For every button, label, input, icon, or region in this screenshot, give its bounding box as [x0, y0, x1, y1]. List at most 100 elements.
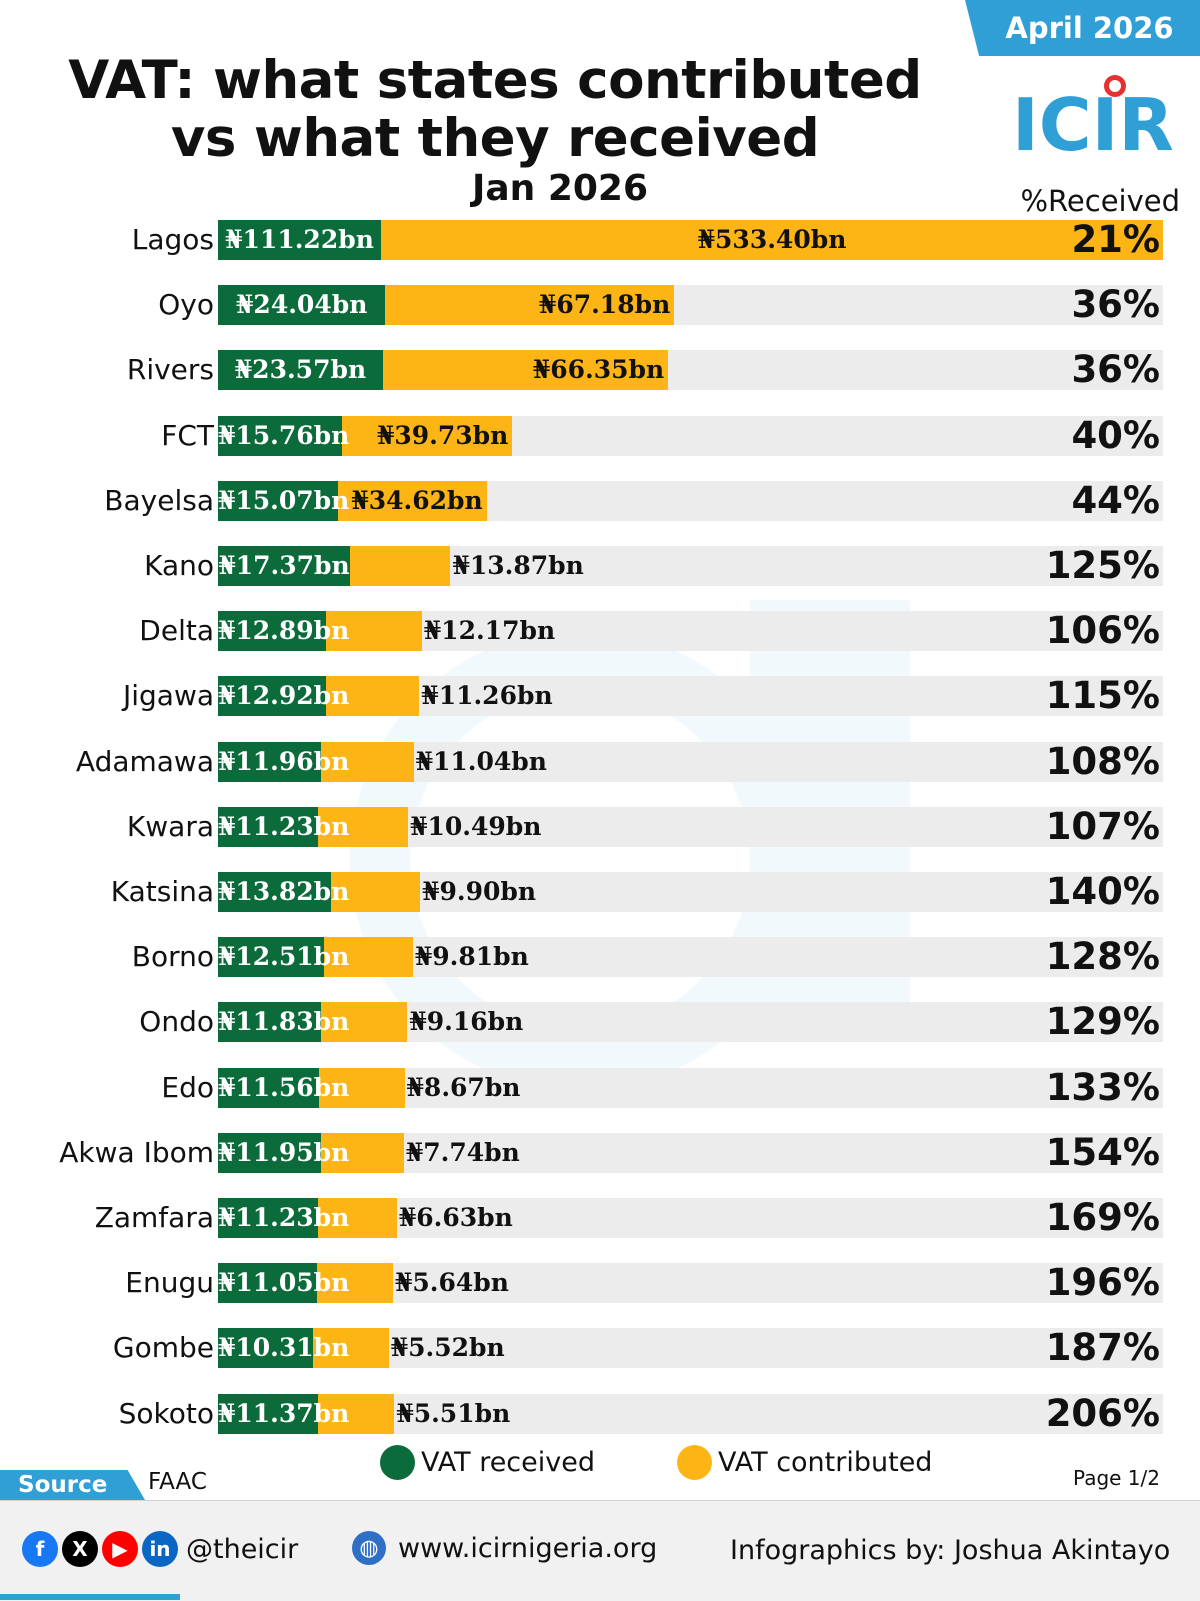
label-contributed-kano: ₦13.87bn	[452, 551, 584, 580]
state-label-jigawa: Jigawa	[122, 679, 214, 713]
bar-received-gombe	[218, 1328, 313, 1369]
state-label-oyo: Oyo	[158, 288, 214, 322]
bar-contributed-rivers	[382, 350, 669, 391]
bar-contributed-sokoto	[318, 1393, 395, 1434]
linkedin-icon[interactable]: in	[142, 1531, 178, 1567]
percent-received-bayelsa: 44%	[1071, 478, 1160, 522]
bar-received-oyo	[218, 285, 386, 326]
website-link[interactable]: ◍ www.icirnigeria.org	[352, 1531, 657, 1565]
bar-received-sokoto	[218, 1393, 319, 1434]
bar-received-jigawa	[218, 676, 327, 717]
bar-received-adamawa	[218, 741, 322, 782]
label-contributed-fct: ₦39.73bn	[377, 420, 509, 450]
facebook-icon[interactable]: f	[22, 1531, 58, 1567]
bar-received-lagos	[218, 220, 382, 260]
label-contributed-ondo: ₦9.16bn	[409, 1007, 524, 1037]
source-tag: Source	[0, 1470, 145, 1500]
state-label-bayelsa: Bayelsa	[104, 483, 214, 517]
social-handle[interactable]: @theicir	[186, 1533, 299, 1565]
percent-received-jigawa: 115%	[1045, 674, 1160, 718]
percent-received-adamawa: 108%	[1045, 739, 1160, 783]
bar-contributed-adamawa	[321, 741, 414, 782]
label-received-ondo: ₦11.83bn	[218, 1007, 350, 1037]
percent-received-oyo: 36%	[1071, 283, 1160, 327]
percent-received-edo: 133%	[1045, 1065, 1160, 1109]
label-received-katsina: ₦13.82bn	[218, 877, 350, 906]
bar-received-bayelsa	[218, 480, 338, 521]
page-number: Page 1/2	[1073, 1466, 1160, 1490]
bar-received-ondo	[218, 1002, 321, 1043]
label-contributed-lagos: ₦533.40bn	[697, 225, 847, 254]
bar-contributed-katsina	[331, 872, 421, 912]
bar-received-akwa-ibom	[218, 1132, 322, 1173]
infographic-credit: Infographics by: Joshua Akintayo	[730, 1535, 1171, 1566]
label-received-kano: ₦17.37bn	[218, 551, 350, 580]
label-contributed-delta: ₦12.17bn	[423, 616, 556, 646]
label-contributed-zamfara: ₦6.63bn	[398, 1203, 513, 1232]
bar-contributed-gombe	[312, 1328, 389, 1369]
bar-contributed-kwara	[317, 806, 409, 847]
youtube-icon[interactable]: ▶	[102, 1531, 138, 1567]
legend-label-contributed: VAT contributed	[718, 1446, 933, 1478]
state-label-edo: Edo	[161, 1070, 214, 1104]
label-contributed-borno: ₦9.81bn	[414, 942, 529, 972]
bar-received-delta	[218, 611, 327, 652]
x-icon[interactable]: X	[62, 1531, 98, 1567]
bar-received-fct	[218, 415, 342, 456]
label-contributed-enugu: ₦5.64bn	[395, 1268, 509, 1298]
percent-received-borno: 128%	[1045, 935, 1160, 979]
label-received-rivers: ₦23.57bn	[234, 355, 367, 385]
bar-contributed-zamfara	[317, 1198, 397, 1238]
chart-title: VAT: what states contributed vs what the…	[68, 50, 922, 169]
label-contributed-oyo: ₦67.18bn	[538, 290, 671, 320]
bar-contributed-jigawa	[326, 676, 420, 717]
bar-received-edo	[218, 1067, 320, 1108]
percent-received-kwara: 107%	[1045, 804, 1160, 848]
label-contributed-akwa-ibom: ₦7.74bn	[405, 1137, 520, 1167]
bar-contributed-lagos	[381, 220, 1163, 260]
label-contributed-kwara: ₦10.49bn	[410, 811, 542, 841]
bar-received-zamfara	[218, 1198, 318, 1238]
percent-received-katsina: 140%	[1045, 870, 1160, 913]
bar-contributed-ondo	[320, 1002, 408, 1043]
label-contributed-edo: ₦8.67bn	[406, 1072, 521, 1102]
state-label-rivers: Rivers	[126, 353, 214, 387]
bar-received-kano	[218, 546, 351, 586]
bar-contributed-fct	[341, 415, 513, 456]
footer: f X ▶ in @theicir ◍ www.icirnigeria.org …	[0, 1500, 1200, 1601]
bar-received-katsina	[218, 872, 332, 912]
label-contributed-jigawa: ₦11.26bn	[421, 681, 553, 711]
bar-contributed-akwa-ibom	[321, 1132, 404, 1173]
bar-contributed-edo	[319, 1067, 405, 1108]
label-contributed-adamawa: ₦11.04bn	[415, 746, 547, 776]
label-contributed-rivers: ₦66.35bn	[532, 355, 665, 385]
percent-received-ondo: 129%	[1045, 1000, 1160, 1044]
state-label-akwa-ibom: Akwa Ibom	[59, 1135, 214, 1169]
source-value: FAAC	[148, 1469, 207, 1495]
label-received-akwa-ibom: ₦11.95bn	[218, 1137, 350, 1167]
bar-contributed-borno	[324, 937, 413, 978]
bar-received-kwara	[218, 806, 318, 847]
label-received-bayelsa: ₦15.07bn	[218, 485, 350, 515]
state-label-katsina: Katsina	[110, 875, 214, 908]
state-label-zamfara: Zamfara	[94, 1201, 214, 1234]
state-label-sokoto: Sokoto	[118, 1396, 214, 1430]
label-received-borno: ₦12.51bn	[218, 942, 350, 972]
label-contributed-gombe: ₦5.52bn	[390, 1333, 505, 1363]
state-label-kano: Kano	[144, 549, 214, 582]
label-contributed-bayelsa: ₦34.62bn	[351, 485, 483, 515]
state-label-borno: Borno	[131, 940, 214, 974]
icir-logo: ICIR	[1012, 75, 1174, 162]
label-received-adamawa: ₦11.96bn	[218, 746, 350, 776]
state-label-kwara: Kwara	[126, 809, 214, 843]
percent-received-delta: 106%	[1045, 609, 1160, 653]
website-text[interactable]: www.icirnigeria.org	[398, 1532, 658, 1564]
logo-text: ICIR	[1012, 83, 1174, 162]
state-label-fct: FCT	[161, 418, 214, 452]
legend: VAT received VAT contributed	[380, 1442, 1014, 1482]
bar-received-borno	[218, 937, 325, 978]
social-links: f X ▶ in @theicir	[22, 1531, 298, 1567]
label-contributed-katsina: ₦9.90bn	[422, 877, 537, 906]
legend-item-contributed: VAT contributed	[677, 1444, 933, 1480]
label-received-gombe: ₦10.31bn	[218, 1333, 350, 1363]
